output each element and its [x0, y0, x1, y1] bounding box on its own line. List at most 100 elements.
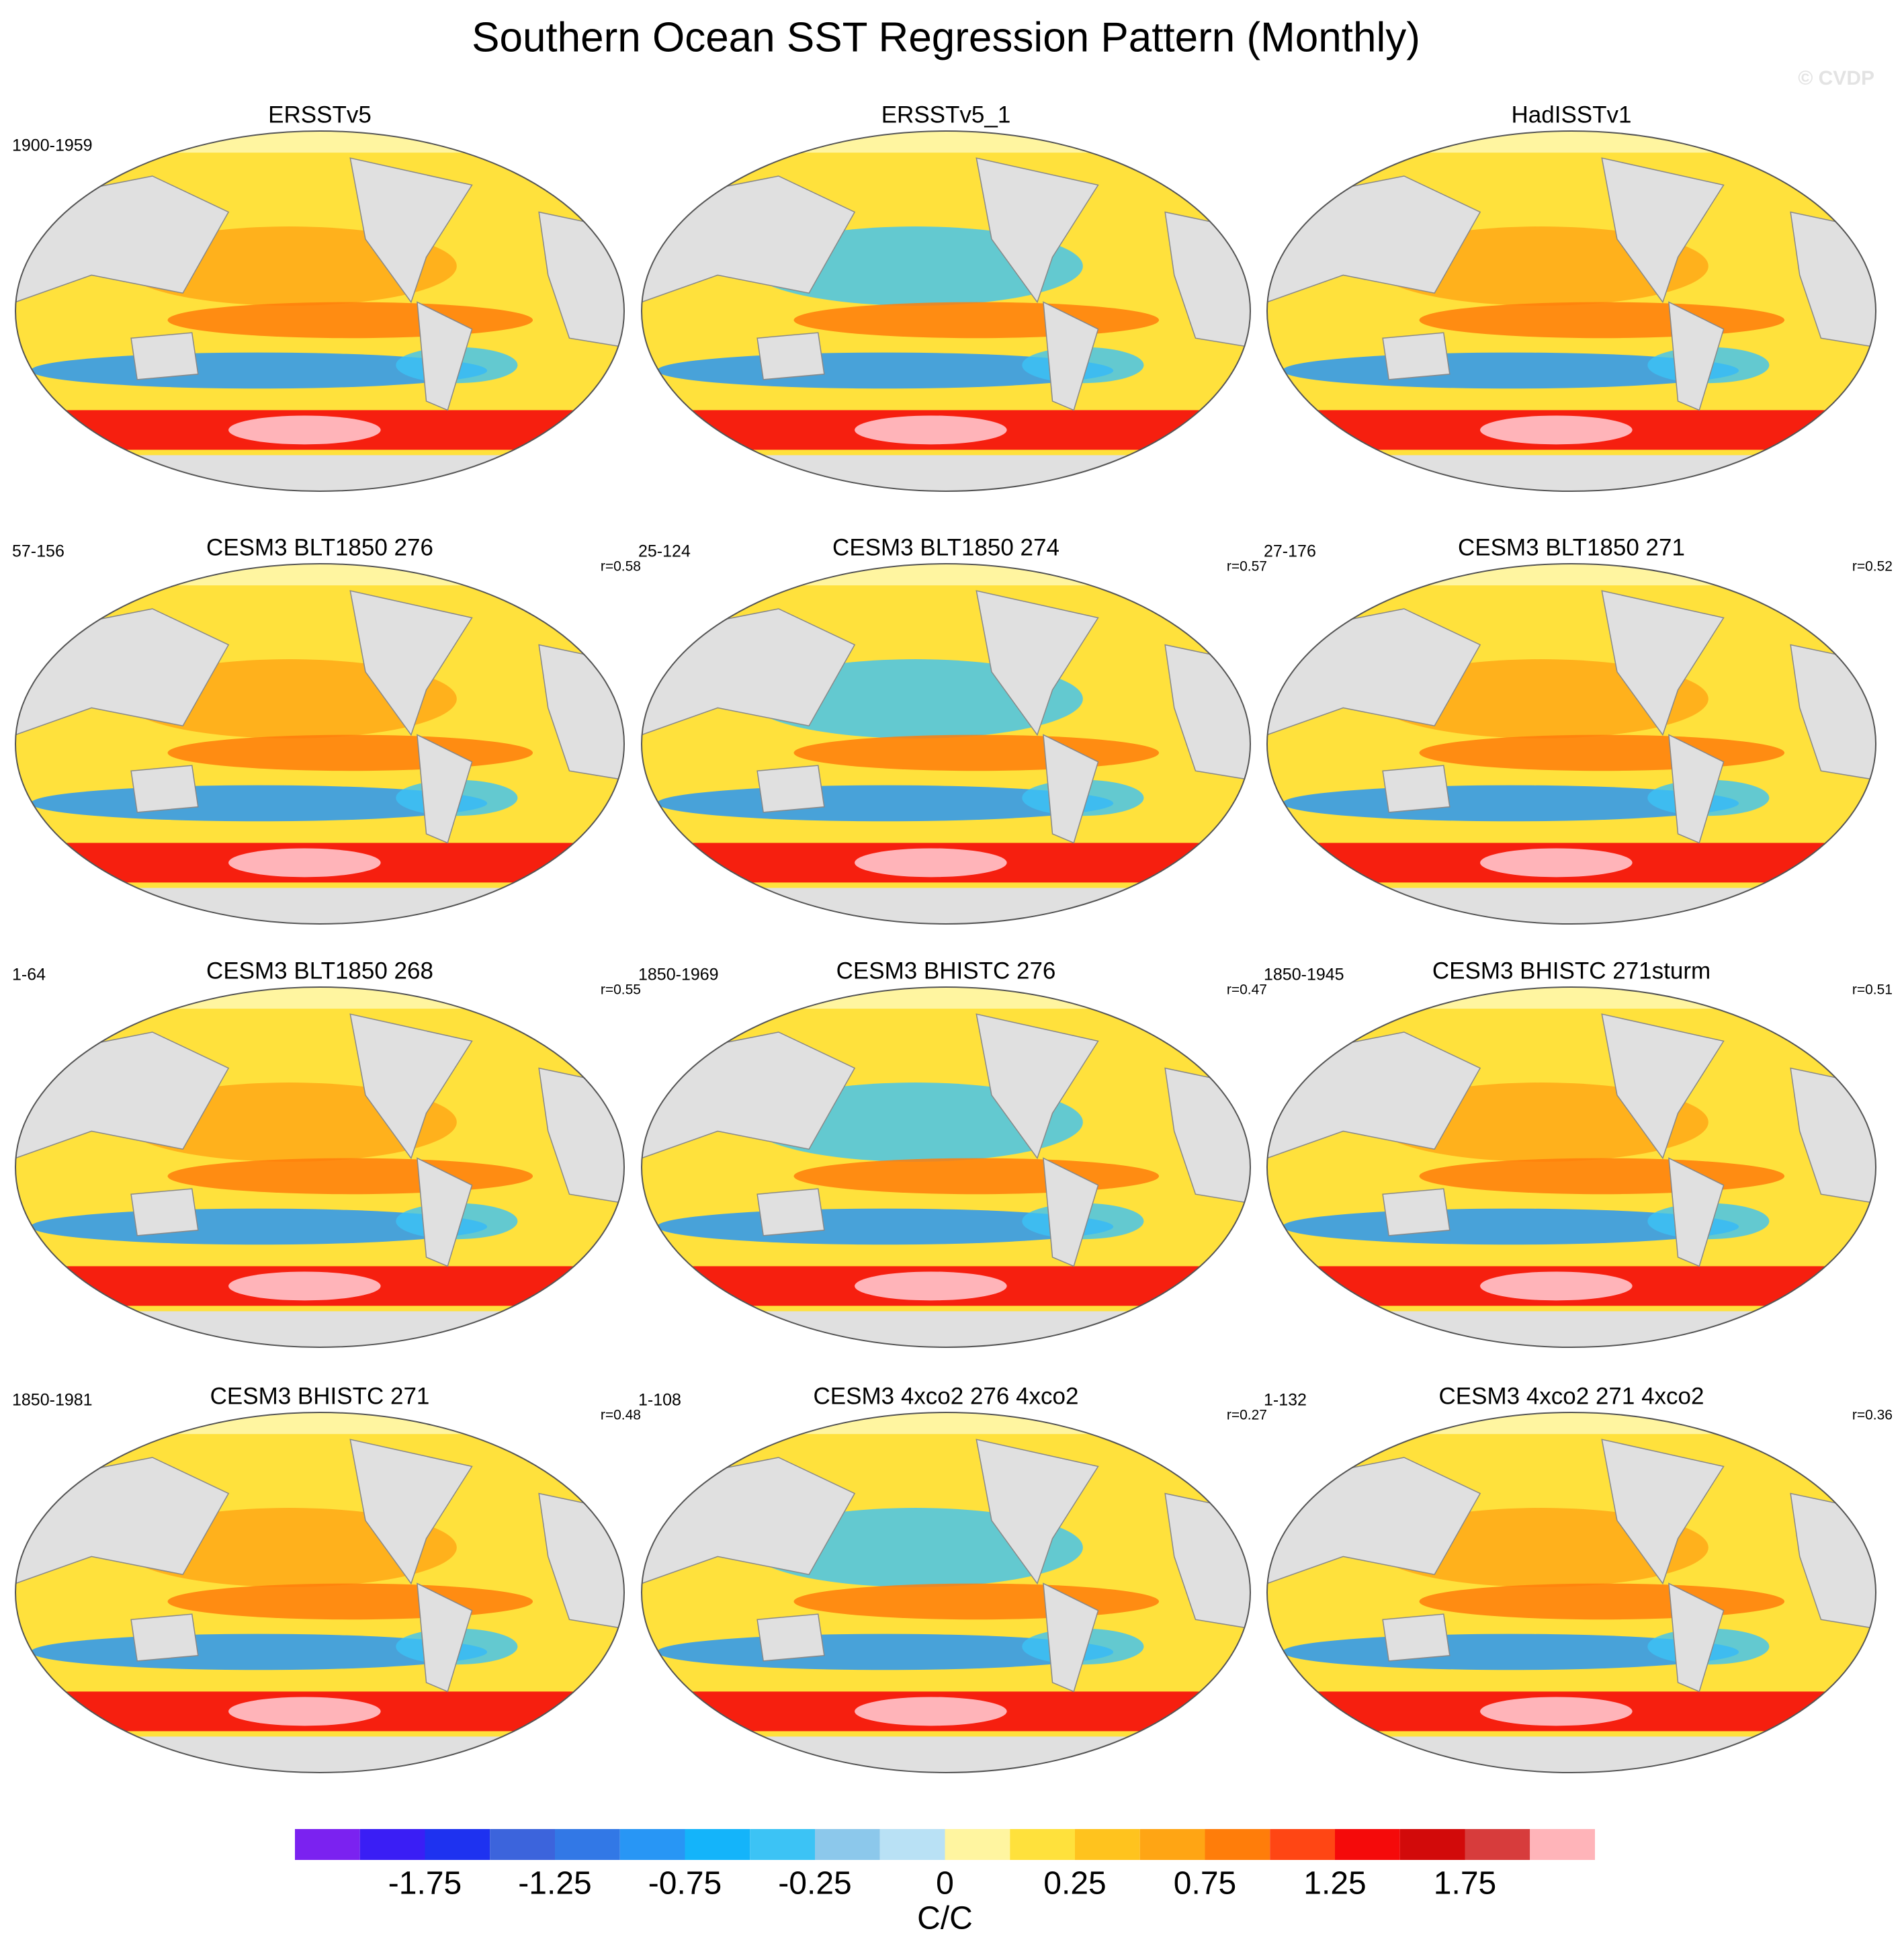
map	[642, 564, 1250, 924]
field-blob	[167, 1158, 533, 1195]
colorbar-tick-label: -1.25	[518, 1866, 591, 1902]
map-border	[1266, 1412, 1876, 1773]
panel-r: r=0.52	[1852, 559, 1893, 575]
map	[15, 1412, 624, 1773]
land	[1382, 765, 1451, 813]
colorbar-box	[879, 1829, 945, 1860]
sea-ice	[1267, 987, 1876, 1009]
land	[1668, 301, 1725, 411]
land	[756, 765, 825, 813]
colorbar-box	[490, 1829, 555, 1860]
land	[1043, 1582, 1099, 1693]
panel-period: 1-132	[1264, 1391, 1307, 1410]
field-blob	[167, 1583, 533, 1620]
field-blob	[1480, 1271, 1633, 1301]
antarctica	[642, 455, 1250, 491]
map	[15, 131, 624, 491]
field-blob	[1480, 848, 1633, 878]
panel-title: CESM3 BLT1850 274	[832, 534, 1059, 560]
panel-title: CESM3 4xco2 276 4xco2	[814, 1383, 1079, 1409]
field-blob	[228, 1271, 381, 1301]
map	[642, 1412, 1250, 1773]
map-border	[1266, 130, 1876, 492]
map-border	[641, 130, 1251, 492]
land	[417, 301, 473, 411]
land	[349, 1439, 473, 1585]
panel-period: 27-176	[1264, 542, 1316, 561]
panel-r: r=0.48	[601, 1408, 641, 1423]
field-blob	[167, 302, 533, 339]
colorbar-tick-label: 1.25	[1303, 1866, 1366, 1902]
antarctica	[1267, 888, 1876, 924]
colorbar-box	[815, 1829, 880, 1860]
sea-ice	[15, 564, 624, 586]
sea-ice	[1267, 1412, 1876, 1435]
field-blob	[167, 734, 533, 771]
land	[1382, 332, 1451, 380]
land	[130, 332, 199, 380]
land	[1668, 1582, 1725, 1693]
map	[1267, 131, 1876, 491]
panel-period: 1850-1981	[12, 1391, 93, 1410]
panel-title: CESM3 BHISTC 271sturm	[1432, 958, 1711, 984]
map	[1267, 987, 1876, 1347]
figure-title: Southern Ocean SST Regression Pattern (M…	[472, 14, 1420, 60]
colorbar-box	[945, 1829, 1010, 1860]
panel-period: 1-64	[12, 966, 46, 984]
field-blob	[855, 1697, 1007, 1726]
map	[1267, 1412, 1876, 1773]
antarctica	[15, 455, 624, 491]
land	[417, 734, 473, 844]
colorbar-box	[750, 1829, 815, 1860]
panel-period: 57-156	[12, 542, 64, 561]
map	[1267, 564, 1876, 924]
panel-title: CESM3 BHISTC 271	[210, 1383, 430, 1409]
colorbar-box	[1075, 1829, 1140, 1860]
field-blob	[793, 302, 1160, 339]
panel-title: CESM3 4xco2 271 4xco2	[1439, 1383, 1704, 1409]
map	[642, 131, 1250, 491]
land	[130, 1188, 199, 1236]
panel-title: CESM3 BLT1850 276	[206, 534, 433, 560]
sea-ice	[642, 564, 1250, 586]
land	[130, 1613, 199, 1662]
land	[1601, 590, 1725, 736]
panel-r: r=0.55	[601, 982, 641, 998]
panel-r: r=0.58	[601, 559, 641, 575]
panel-title: CESM3 BLT1850 271	[1458, 534, 1685, 560]
panel-title: ERSSTv5_1	[881, 101, 1011, 128]
map-border	[15, 130, 625, 492]
land	[349, 157, 473, 304]
land	[1601, 1013, 1725, 1160]
land	[1382, 1613, 1451, 1662]
panel-period: 1850-1945	[1264, 966, 1344, 984]
field-blob	[228, 415, 381, 445]
colorbar-box	[1205, 1829, 1270, 1860]
sea-ice	[642, 987, 1250, 1009]
colorbar-box	[1465, 1829, 1530, 1860]
field-blob	[1419, 302, 1785, 339]
map-border	[1266, 563, 1876, 925]
field-blob	[855, 1271, 1007, 1301]
sea-ice	[1267, 131, 1876, 153]
field-blob	[855, 848, 1007, 878]
panel-period: 25-124	[638, 542, 691, 561]
panel-title: HadISSTv1	[1512, 101, 1632, 128]
sea-ice	[642, 131, 1250, 153]
colorbar-box	[1399, 1829, 1465, 1860]
panel-r: r=0.51	[1852, 982, 1893, 998]
land	[976, 1013, 1099, 1160]
colorbar-box	[1270, 1829, 1335, 1860]
panel-r: r=0.57	[1227, 559, 1267, 575]
colorbar-tick-label: 0.25	[1043, 1866, 1106, 1902]
panel-period: 1-108	[638, 1391, 681, 1410]
panel-r: r=0.47	[1227, 982, 1267, 998]
panel-period: 1900-1959	[12, 136, 93, 155]
field-blob	[1419, 1583, 1785, 1620]
field-blob	[793, 1583, 1160, 1620]
colorbar-box	[555, 1829, 620, 1860]
land	[417, 1157, 473, 1267]
map-border	[1266, 986, 1876, 1348]
land	[130, 765, 199, 813]
antarctica	[1267, 1736, 1876, 1773]
